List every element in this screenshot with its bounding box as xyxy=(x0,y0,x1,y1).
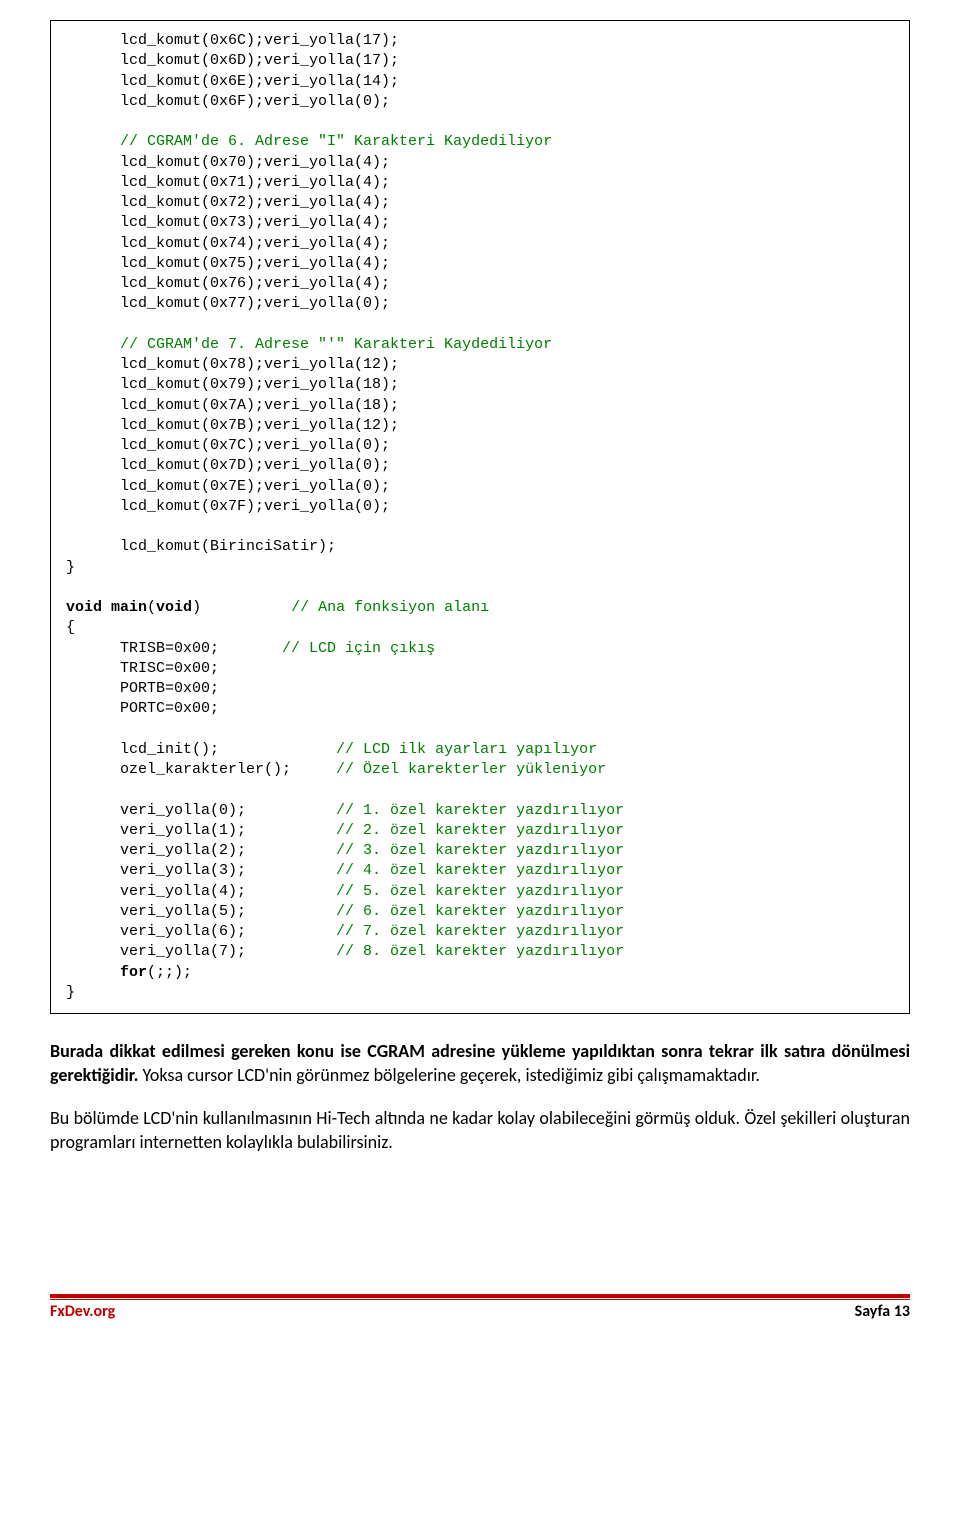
code-comment: // 3. özel karekter yazdırılıyor xyxy=(336,842,624,859)
paragraph-2: Bu bölümde LCD'nin kullanılmasının Hi-Te… xyxy=(50,1106,910,1155)
code-line: lcd_komut(BirinciSatir); xyxy=(66,538,336,555)
code-line: veri_yolla(7); xyxy=(66,943,336,960)
code-line: lcd_komut(0x6F);veri_yolla(0); xyxy=(66,93,390,110)
footer-page: Sayfa 13 xyxy=(855,1302,910,1321)
code-line: lcd_komut(0x77);veri_yolla(0); xyxy=(66,295,390,312)
code-line: lcd_komut(0x7A);veri_yolla(18); xyxy=(66,397,399,414)
code-line: lcd_komut(0x73);veri_yolla(4); xyxy=(66,214,390,231)
code-line: veri_yolla(0); xyxy=(66,802,336,819)
keyword: void xyxy=(66,599,102,616)
code-line: lcd_komut(0x7C);veri_yolla(0); xyxy=(66,437,390,454)
code-line: veri_yolla(4); xyxy=(66,883,336,900)
code-line: lcd_komut(0x6E);veri_yolla(14); xyxy=(66,73,399,90)
code-line: { xyxy=(66,619,75,636)
code-line: lcd_komut(0x7F);veri_yolla(0); xyxy=(66,498,390,515)
code-comment: // 7. özel karekter yazdırılıyor xyxy=(336,923,624,940)
code-comment: // Özel karekterler yükleniyor xyxy=(336,761,606,778)
code-comment: // 1. özel karekter yazdırılıyor xyxy=(336,802,624,819)
code-line: TRISB=0x00; xyxy=(66,640,282,657)
keyword: for xyxy=(120,964,147,981)
code-line: veri_yolla(5); xyxy=(66,903,336,920)
code-line: lcd_init(); xyxy=(66,741,336,758)
code-comment: // CGRAM'de 6. Adrese "I" Karakteri Kayd… xyxy=(66,133,552,150)
code-line: lcd_komut(0x75);veri_yolla(4); xyxy=(66,255,390,272)
code-line: lcd_komut(0x78);veri_yolla(12); xyxy=(66,356,399,373)
code-comment: // 8. özel karekter yazdırılıyor xyxy=(336,943,624,960)
code-line: veri_yolla(3); xyxy=(66,862,336,879)
code-line: } xyxy=(66,984,75,1001)
code-line: lcd_komut(0x72);veri_yolla(4); xyxy=(66,194,390,211)
code-line xyxy=(66,964,120,981)
footer-row: FxDev.org Sayfa 13 xyxy=(50,1299,910,1321)
code-line: PORTB=0x00; xyxy=(66,680,219,697)
code-comment: // 6. özel karekter yazdırılıyor xyxy=(336,903,624,920)
code-comment: // Ana fonksiyon alanı xyxy=(291,599,489,616)
code-line: lcd_komut(0x7E);veri_yolla(0); xyxy=(66,478,390,495)
code-line: ozel_karakterler(); xyxy=(66,761,336,778)
code-comment: // 5. özel karekter yazdırılıyor xyxy=(336,883,624,900)
code-line: lcd_komut(0x6D);veri_yolla(17); xyxy=(66,52,399,69)
code-line: lcd_komut(0x74);veri_yolla(4); xyxy=(66,235,390,252)
page: lcd_komut(0x6C);veri_yolla(17); lcd_komu… xyxy=(0,0,960,1341)
code-line: lcd_komut(0x76);veri_yolla(4); xyxy=(66,275,390,292)
footer: FxDev.org Sayfa 13 xyxy=(50,1294,910,1321)
code-line: PORTC=0x00; xyxy=(66,700,219,717)
footer-site: FxDev.org xyxy=(50,1302,115,1321)
code-line: lcd_komut(0x71);veri_yolla(4); xyxy=(66,174,390,191)
code-comment: // LCD için çıkış xyxy=(282,640,435,657)
keyword: main xyxy=(102,599,147,616)
code-line: lcd_komut(0x6C);veri_yolla(17); xyxy=(66,32,399,49)
code-text: (;;); xyxy=(147,964,192,981)
code-line: lcd_komut(0x70);veri_yolla(4); xyxy=(66,154,390,171)
code-comment: // 4. özel karekter yazdırılıyor xyxy=(336,862,624,879)
text: Yoksa cursor LCD'nin görünmez bölgelerin… xyxy=(138,1064,759,1086)
code-line: veri_yolla(1); xyxy=(66,822,336,839)
code-line: lcd_komut(0x7B);veri_yolla(12); xyxy=(66,417,399,434)
code-text: ) xyxy=(192,599,291,616)
code-line: lcd_komut(0x79);veri_yolla(18); xyxy=(66,376,399,393)
code-comment: // 2. özel karekter yazdırılıyor xyxy=(336,822,624,839)
code-text: ( xyxy=(147,599,156,616)
code-comment: // LCD ilk ayarları yapılıyor xyxy=(336,741,597,758)
code-line: lcd_komut(0x7D);veri_yolla(0); xyxy=(66,457,390,474)
keyword: void xyxy=(156,599,192,616)
paragraph-1: Burada dikkat edilmesi gereken konu ise … xyxy=(50,1039,910,1088)
code-line: TRISC=0x00; xyxy=(66,660,219,677)
code-line: veri_yolla(2); xyxy=(66,842,336,859)
code-line: } xyxy=(66,559,75,576)
code-comment: // CGRAM'de 7. Adrese "'" Karakteri Kayd… xyxy=(66,336,552,353)
code-line: veri_yolla(6); xyxy=(66,923,336,940)
code-block: lcd_komut(0x6C);veri_yolla(17); lcd_komu… xyxy=(50,20,910,1014)
